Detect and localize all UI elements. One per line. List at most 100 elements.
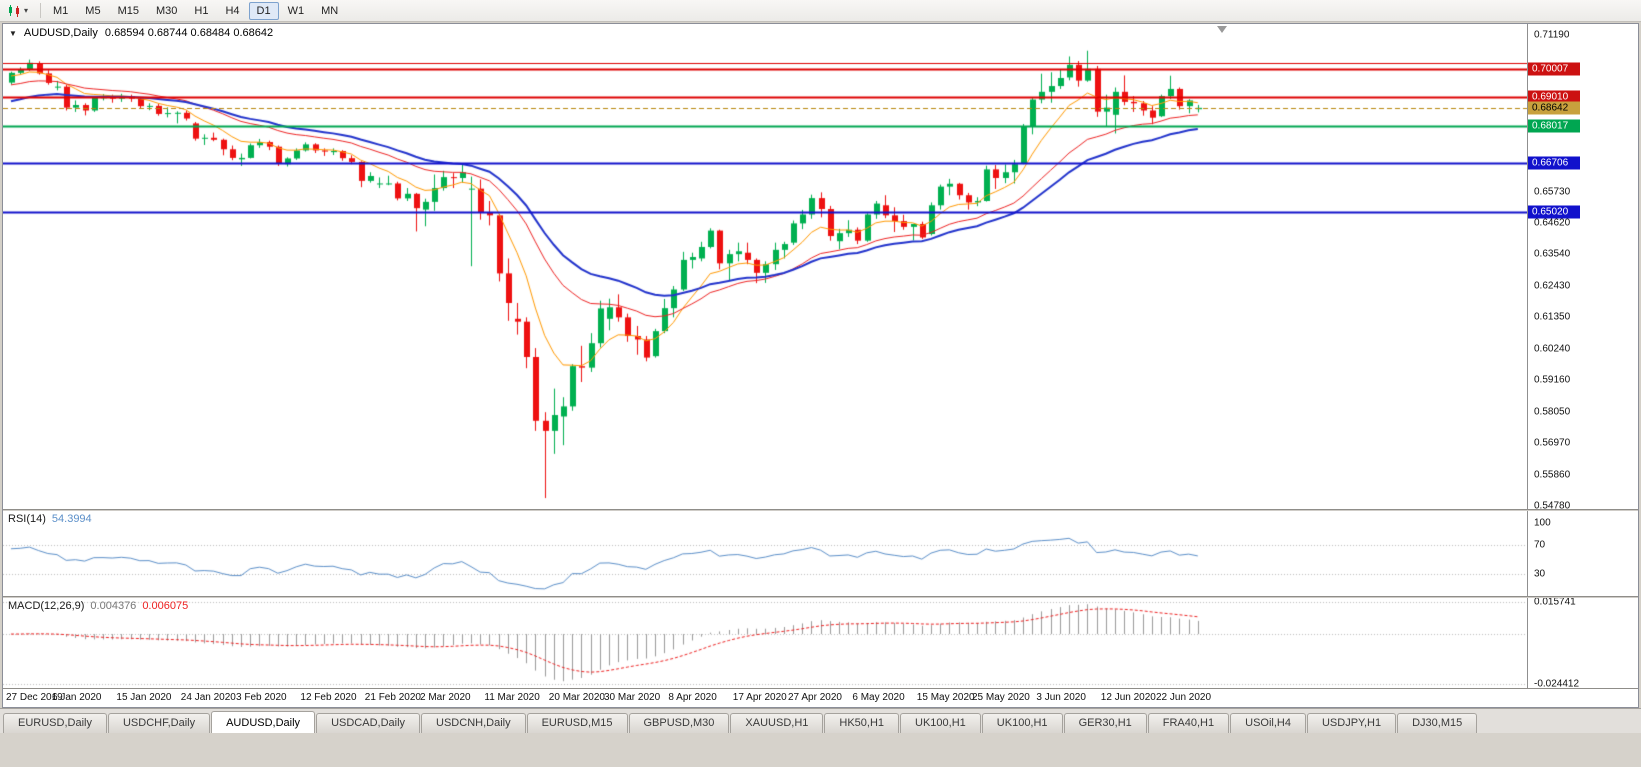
price-scale-label: 0.60240 [1534,343,1571,355]
time-axis-label: 6 Jan 2020 [52,692,102,703]
chart-tab-eurusd-m15[interactable]: EURUSD,M15 [526,713,628,733]
time-axis-label: 15 Jan 2020 [116,692,172,703]
price-scale-separator [1527,24,1528,509]
chart-tab-usdcnh-daily[interactable]: USDCNH,Daily [421,713,526,733]
macd-main-value: 0.004376 [90,600,137,612]
price-line-badge: 0.68017 [1528,119,1580,133]
price-line-badge: 0.68642 [1528,101,1580,115]
price-scale-label: 0.71190 [1534,29,1570,41]
time-axis-label: 6 May 2020 [852,692,905,703]
time-axis-label: 25 May 2020 [972,692,1030,703]
rsi-name: RSI(14) [8,513,46,525]
panel-divider[interactable] [3,596,1638,598]
macd-scale-label: 0.015741 [1534,598,1576,608]
time-axis-label: 24 Jan 2020 [180,692,236,703]
time-axis-label: 20 Mar 2020 [548,692,605,703]
macd-panel: MACD(12,26,9) 0.004376 0.006075 0.015741… [3,598,1638,688]
rsi-label: RSI(14) 54.3994 [8,513,92,525]
chart-tab-usdcad-daily[interactable]: USDCAD,Daily [316,713,421,733]
chart-tab-hk50-h1[interactable]: HK50,H1 [824,713,900,733]
price-scale-label: 0.55860 [1534,469,1571,481]
chart-tab-usdjpy-h1[interactable]: USDJPY,H1 [1306,713,1397,733]
chart-type-button[interactable]: ▾ [4,3,31,19]
time-axis-label: 17 Apr 2020 [732,692,787,703]
timeframe-button-w1[interactable]: W1 [287,4,305,17]
price-scale-label: 0.65730 [1534,186,1571,197]
time-axis-label: 11 Mar 2020 [484,692,540,703]
price-line-badge: 0.66706 [1528,156,1580,170]
chart-tab-audusd-daily[interactable]: AUDUSD,Daily [211,711,316,733]
price-line-badge: 0.70007 [1528,62,1580,76]
rsi-scale-separator [1527,511,1528,596]
timeframe-button-h4[interactable]: H4 [225,4,240,17]
time-axis-label: 22 Jun 2020 [1156,692,1212,703]
macd-canvas[interactable] [3,598,1527,688]
macd-name: MACD(12,26,9) [8,600,85,612]
chart-symbol-period: AUDUSD,Daily [23,27,98,39]
chart-window: ▼ AUDUSD,Daily 0.68594 0.68744 0.68484 0… [2,23,1639,708]
time-axis-label: 12 Feb 2020 [300,692,357,703]
chart-shift-marker[interactable] [1217,26,1227,33]
rsi-panel: RSI(14) 54.3994 100 70 30 [3,511,1638,596]
time-axis-label: 2 Mar 2020 [420,692,471,703]
time-axis-label: 27 Dec 2019 [6,692,63,703]
price-line-badge: 0.65020 [1528,205,1580,219]
time-axis-label: 3 Feb 2020 [236,692,287,703]
timeframe-button-h1[interactable]: H1 [194,4,209,17]
rsi-canvas[interactable] [3,511,1527,596]
chart-tab-dj30-m15[interactable]: DJ30,M15 [1397,713,1478,733]
time-axis-label: 3 Jun 2020 [1036,692,1086,703]
time-axis[interactable]: 27 Dec 2019 6 Jan 2020 15 Jan 2020 24 Jan 2… [3,688,1638,707]
rsi-scale-label: 70 [1534,539,1546,551]
timeframe-button-m15[interactable]: M15 [117,4,139,17]
macd-label: MACD(12,26,9) 0.004376 0.006075 [8,600,188,612]
macd-scale-label: -0.024412 [1534,678,1580,689]
timeframe-button-m1[interactable]: M1 [53,4,69,17]
status-bar [0,733,1641,767]
macd-scale-separator [1527,598,1528,688]
time-axis-label: 27 Apr 2020 [788,692,842,703]
price-scale-label: 0.58050 [1534,406,1571,418]
time-axis-label: 8 Apr 2020 [668,692,717,703]
chart-tab-bar: EURUSD,Daily USDCHF,Daily AUDUSD,Daily USDC… [0,708,1641,733]
time-axis-label: 15 May 2020 [916,692,975,703]
price-scale-label: 0.56970 [1534,437,1571,449]
chart-tab-ger30-h1[interactable]: GER30,H1 [1063,713,1147,733]
price-panel: ▼ AUDUSD,Daily 0.68594 0.68744 0.68484 0… [3,24,1638,509]
chart-tab-uk100-h1[interactable]: UK100,H1 [981,713,1063,733]
chevron-down-icon: ▾ [24,5,29,15]
chart-tab-fra40-h1[interactable]: FRA40,H1 [1147,713,1230,733]
time-axis-label: 21 Feb 2020 [364,692,421,703]
rsi-scale-label: 100 [1534,517,1551,529]
toolbar: ▾ M1 M5 M15 M30 H1 H4 D1 W1 MN [0,0,1641,22]
rsi-scale-label: 30 [1534,568,1546,580]
time-axis-label: 30 Mar 2020 [604,692,661,703]
chart-ohlc-values: 0.68594 0.68744 0.68484 0.68642 [104,27,274,39]
rsi-value: 54.3994 [51,513,92,525]
price-line-badge: 0.69010 [1528,90,1580,104]
chart-title: ▼ AUDUSD,Daily 0.68594 0.68744 0.68484 0… [9,27,273,39]
panel-divider[interactable] [3,509,1638,511]
timeframe-button-mn[interactable]: MN [321,4,339,17]
price-chart-canvas[interactable] [3,24,1527,509]
chart-tab-uk100-h1[interactable]: UK100,H1 [900,713,981,733]
chart-tab-usdchf-daily[interactable]: USDCHF,Daily [107,713,211,733]
timeframe-group: M1 M5 M15 M30 H1 H4 D1 W1 MN [45,1,347,20]
timeframe-button-m5[interactable]: M5 [85,4,101,17]
price-scale-label: 0.54780 [1534,500,1571,509]
chart-tab-eurusd-daily[interactable]: EURUSD,Daily [3,713,107,733]
price-scale-label: 0.64620 [1534,217,1571,229]
toolbar-separator [40,3,42,18]
timeframe-button-m30[interactable]: M30 [155,4,178,17]
price-scale-label: 0.61350 [1534,311,1571,323]
timeframe-button-d1[interactable]: D1 [248,1,279,20]
time-axis-label: 12 Jun 2020 [1100,692,1156,703]
chart-tab-xauusd-h1[interactable]: XAUUSD,H1 [730,713,824,733]
chart-tab-gbpusd-m30[interactable]: GBPUSD,M30 [628,713,730,733]
price-scale-label: 0.62430 [1534,280,1571,292]
candlestick-chart-icon [9,4,19,17]
chart-marker-icon: ▼ [9,28,17,38]
price-scale-label: 0.63540 [1534,248,1571,260]
chart-tab-usoil-h4[interactable]: USOil,H4 [1230,713,1306,733]
